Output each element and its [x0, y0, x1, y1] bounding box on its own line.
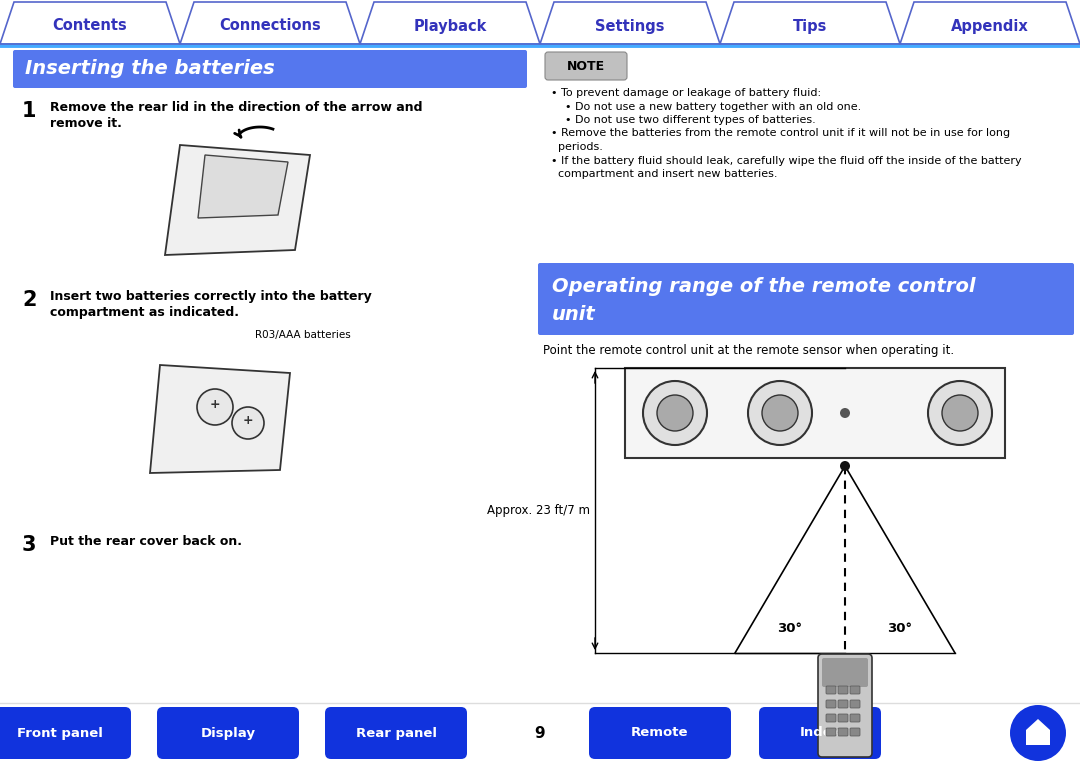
FancyBboxPatch shape: [157, 707, 299, 759]
FancyBboxPatch shape: [826, 714, 836, 722]
FancyBboxPatch shape: [545, 52, 627, 80]
Text: Inserting the batteries: Inserting the batteries: [25, 59, 274, 78]
Text: Rear panel: Rear panel: [355, 727, 436, 740]
FancyBboxPatch shape: [325, 707, 467, 759]
FancyBboxPatch shape: [538, 263, 1074, 335]
Text: unit: unit: [552, 305, 596, 324]
Circle shape: [748, 381, 812, 445]
Text: • To prevent damage or leakage of battery fluid:: • To prevent damage or leakage of batter…: [551, 88, 821, 98]
Polygon shape: [1026, 719, 1050, 745]
Circle shape: [762, 395, 798, 431]
Text: Insert two batteries correctly into the battery: Insert two batteries correctly into the …: [50, 290, 372, 303]
FancyBboxPatch shape: [838, 728, 848, 736]
Circle shape: [197, 389, 233, 425]
Text: Index: Index: [799, 727, 840, 740]
Text: Front panel: Front panel: [17, 727, 103, 740]
FancyBboxPatch shape: [625, 368, 1005, 458]
Text: remove it.: remove it.: [50, 117, 122, 130]
Text: 1: 1: [22, 101, 37, 121]
Text: • Do not use a new battery together with an old one.: • Do not use a new battery together with…: [551, 101, 861, 112]
FancyBboxPatch shape: [589, 707, 731, 759]
Text: Appendix: Appendix: [951, 18, 1029, 33]
Text: Remote: Remote: [631, 727, 689, 740]
Text: Tips: Tips: [793, 18, 827, 33]
Circle shape: [643, 381, 707, 445]
FancyBboxPatch shape: [850, 714, 860, 722]
Polygon shape: [165, 145, 310, 255]
Text: +: +: [210, 399, 220, 412]
Text: NOTE: NOTE: [567, 59, 605, 72]
Circle shape: [1010, 705, 1066, 761]
Polygon shape: [150, 365, 291, 473]
FancyBboxPatch shape: [822, 658, 868, 687]
Text: 9: 9: [535, 725, 545, 740]
Text: 3: 3: [22, 535, 37, 555]
Text: 30°: 30°: [778, 622, 802, 635]
Text: Connections: Connections: [219, 18, 321, 33]
FancyBboxPatch shape: [838, 714, 848, 722]
FancyBboxPatch shape: [759, 707, 881, 759]
FancyBboxPatch shape: [850, 728, 860, 736]
Circle shape: [232, 407, 264, 439]
Text: Playback: Playback: [414, 18, 487, 33]
Text: Point the remote control unit at the remote sensor when operating it.: Point the remote control unit at the rem…: [543, 344, 954, 357]
Text: Put the rear cover back on.: Put the rear cover back on.: [50, 535, 242, 548]
Text: Contents: Contents: [53, 18, 127, 33]
FancyBboxPatch shape: [838, 700, 848, 708]
Text: Display: Display: [201, 727, 256, 740]
Text: • If the battery fluid should leak, carefully wipe the fluid off the inside of t: • If the battery fluid should leak, care…: [551, 155, 1022, 165]
Text: +: +: [243, 415, 254, 428]
Text: Settings: Settings: [595, 18, 665, 33]
Text: R03/AAA batteries: R03/AAA batteries: [255, 330, 351, 340]
Text: compartment and insert new batteries.: compartment and insert new batteries.: [551, 169, 778, 179]
FancyBboxPatch shape: [13, 50, 527, 88]
Circle shape: [942, 395, 978, 431]
Text: Approx. 23 ft/7 m: Approx. 23 ft/7 m: [487, 504, 590, 517]
FancyBboxPatch shape: [818, 654, 872, 757]
FancyBboxPatch shape: [850, 700, 860, 708]
FancyBboxPatch shape: [850, 686, 860, 694]
Text: Remove the rear lid in the direction of the arrow and: Remove the rear lid in the direction of …: [50, 101, 422, 114]
Text: compartment as indicated.: compartment as indicated.: [50, 306, 239, 319]
Text: 30°: 30°: [888, 622, 913, 635]
FancyBboxPatch shape: [826, 686, 836, 694]
Circle shape: [928, 381, 993, 445]
Polygon shape: [198, 155, 288, 218]
Text: 2: 2: [22, 290, 37, 310]
Text: • Do not use two different types of batteries.: • Do not use two different types of batt…: [551, 115, 815, 125]
FancyBboxPatch shape: [838, 686, 848, 694]
FancyBboxPatch shape: [826, 728, 836, 736]
Text: • Remove the batteries from the remote control unit if it will not be in use for: • Remove the batteries from the remote c…: [551, 129, 1010, 139]
Circle shape: [840, 461, 850, 471]
Circle shape: [657, 395, 693, 431]
Circle shape: [840, 408, 850, 418]
FancyBboxPatch shape: [0, 707, 131, 759]
Text: Operating range of the remote control: Operating range of the remote control: [552, 276, 975, 295]
FancyBboxPatch shape: [826, 700, 836, 708]
Text: periods.: periods.: [551, 142, 603, 152]
